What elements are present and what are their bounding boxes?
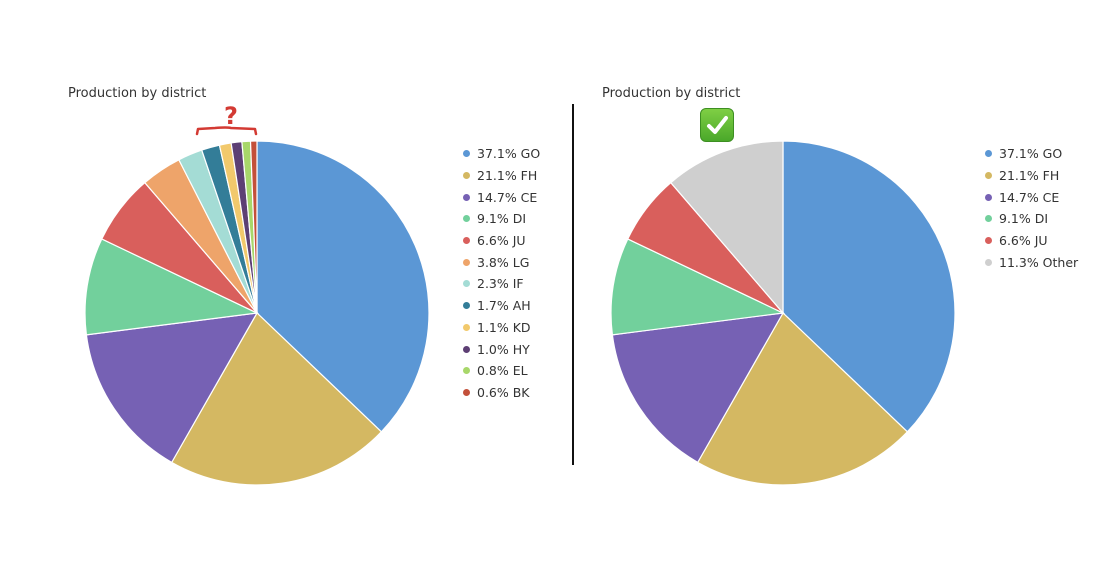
legend-label: 37.1% GO — [477, 146, 541, 162]
legend-label: 11.3% Other — [999, 254, 1079, 270]
legend-label: 14.7% CE — [999, 189, 1060, 205]
legend-label: 2.3% IF — [477, 276, 524, 292]
legend-item-ju: 6.6% JU — [463, 230, 540, 252]
pie-slice-di — [610, 238, 786, 336]
legend-item-other: 11.3% Other — [985, 251, 1078, 273]
legend-swatch — [985, 193, 992, 201]
legend-item-di: 9.1% DI — [985, 208, 1078, 230]
pie-slice-fh — [696, 312, 909, 486]
legend-item-fh: 21.1% FH — [985, 165, 1078, 187]
legend-swatch — [463, 150, 470, 158]
divider-line — [572, 104, 574, 465]
legend-item-go: 37.1% GO — [985, 143, 1078, 165]
legend-swatch — [985, 172, 992, 180]
legend-swatch — [463, 323, 470, 331]
legend-item-hy: 1.0% HY — [463, 338, 540, 360]
legend-item-go: 37.1% GO — [463, 143, 540, 165]
legend-swatch — [463, 302, 470, 310]
legend-label: 9.1% DI — [477, 211, 527, 227]
left-chart-panel: Production by district 37.1% GO 21.1% FH 1… — [68, 86, 540, 486]
pie-slice-go — [256, 140, 430, 433]
legend-item-fh: 21.1% FH — [463, 165, 540, 187]
pie-slice-go — [782, 140, 956, 433]
legend-swatch — [463, 280, 470, 288]
legend-label: 21.1% FH — [999, 168, 1060, 184]
legend-swatch — [463, 367, 470, 375]
legend-item-ce: 14.7% CE — [985, 186, 1078, 208]
pie-slice-other — [669, 140, 784, 315]
question-mark-annotation: ? — [195, 104, 258, 136]
pie-slice-ce — [85, 312, 259, 464]
legend-item-di: 9.1% DI — [463, 208, 540, 230]
legend-swatch — [463, 345, 470, 353]
legend-label: 0.6% BK — [477, 384, 530, 400]
legend-label: 9.1% DI — [999, 211, 1049, 227]
legend-swatch — [463, 193, 470, 201]
pie-slice-fh — [170, 312, 383, 486]
legend-swatch — [463, 172, 470, 180]
legend-label: 1.1% KD — [477, 319, 531, 335]
legend-item-lg: 3.8% LG — [463, 251, 540, 273]
legend-label: 14.7% CE — [477, 189, 538, 205]
legend-item-kd: 1.1% KD — [463, 317, 540, 339]
legend-label: 1.7% AH — [477, 298, 531, 314]
right-chart-panel: Production by district 37.1% GO 21.1% FH 1… — [575, 0, 1110, 578]
legend-label: 37.1% GO — [999, 146, 1063, 162]
legend-label: 0.8% EL — [477, 363, 528, 379]
pie-chart — [610, 140, 956, 486]
check-mark-icon — [700, 108, 734, 142]
chart-legend: 37.1% GO 21.1% FH 14.7% CE 9.1% DI 6.6% JU 11… — [985, 143, 1078, 273]
legend-item-if: 2.3% IF — [463, 273, 540, 295]
legend-label: 1.0% HY — [477, 341, 530, 357]
chart-legend: 37.1% GO 21.1% FH 14.7% CE 9.1% DI 6.6% JU 3.… — [463, 143, 540, 403]
pie-slice-bk — [249, 140, 258, 314]
question-mark-text: ? — [224, 104, 238, 130]
legend-swatch — [463, 258, 470, 266]
legend-item-ah: 1.7% AH — [463, 295, 540, 317]
legend-swatch — [985, 215, 992, 223]
legend-swatch — [985, 150, 992, 158]
legend-swatch — [463, 388, 470, 396]
chart-title: Production by district — [68, 86, 207, 101]
legend-label: 6.6% JU — [999, 233, 1048, 249]
pie-slice-di — [84, 238, 260, 336]
legend-swatch — [463, 215, 470, 223]
legend-label: 6.6% JU — [477, 233, 526, 249]
legend-label: 3.8% LG — [477, 254, 530, 270]
legend-swatch — [463, 237, 470, 245]
pie-chart — [84, 140, 430, 486]
chart-title: Production by district — [602, 86, 741, 101]
legend-item-el: 0.8% EL — [463, 360, 540, 382]
legend-label: 21.1% FH — [477, 168, 538, 184]
legend-item-ju: 6.6% JU — [985, 230, 1078, 252]
legend-item-ce: 14.7% CE — [463, 186, 540, 208]
legend-swatch — [985, 237, 992, 245]
legend-swatch — [985, 258, 992, 266]
pie-slice-ce — [611, 312, 785, 464]
legend-item-bk: 0.6% BK — [463, 382, 540, 404]
